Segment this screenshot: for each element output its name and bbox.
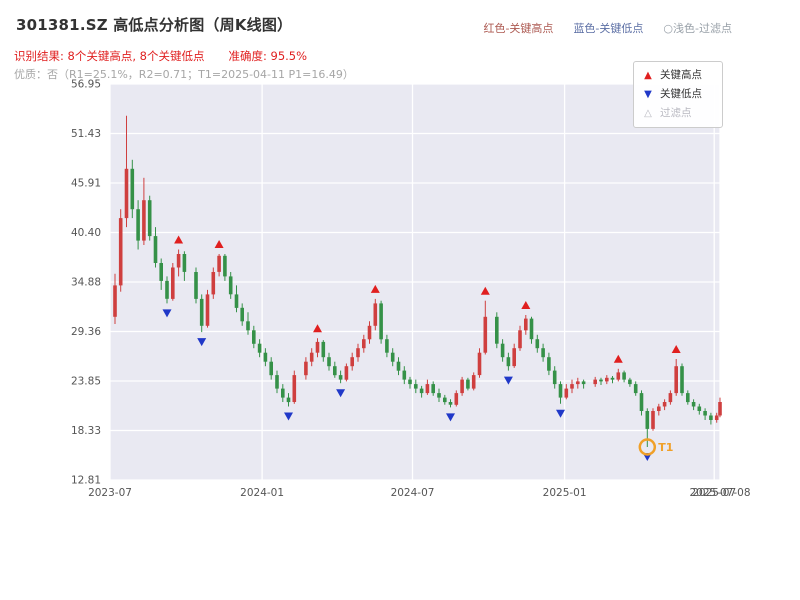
y-tick-label: 40.40 <box>71 227 101 239</box>
header-legend-key-low: 蓝色-关键低点 <box>573 22 644 35</box>
key-high-marker <box>313 324 322 333</box>
key-low-marker <box>197 338 207 347</box>
key-high-marker <box>370 284 380 293</box>
y-tick-label: 45.91 <box>71 178 101 190</box>
key-high-marker <box>214 240 224 248</box>
key-low-markers <box>162 309 652 461</box>
legend-label-key-low: 关键低点 <box>660 88 702 100</box>
key-low-triangle-icon: ▼ <box>644 89 652 100</box>
key-high-marker <box>671 345 681 353</box>
page-title: 301381.SZ 高低点分析图（周K线图） <box>16 16 293 34</box>
key-high-marker <box>613 354 623 363</box>
header-color-legend: 红色-关键高点 蓝色-关键低点 ○浅色-过滤点 <box>483 20 732 36</box>
key-low-marker <box>503 376 513 385</box>
key-low-marker <box>446 413 455 422</box>
t1-marker-circle <box>638 438 657 456</box>
key-high-marker <box>480 286 490 295</box>
y-tick-label: 12.81 <box>71 475 101 487</box>
recognition-result: 识别结果: 8个关键高点, 8个关键低点 准确度: 95.5% <box>14 48 307 64</box>
y-tick-label: 34.88 <box>71 277 101 289</box>
legend-item-key-low: ▼ 关键低点 <box>642 85 714 104</box>
y-tick-label: 18.33 <box>71 425 101 437</box>
key-low-marker <box>556 409 565 418</box>
legend-label-key-high: 关键高点 <box>660 69 702 81</box>
accuracy-value: 准确度: 95.5% <box>228 49 308 63</box>
t1-label: T1 <box>658 441 673 454</box>
legend-item-key-high: ▲ 关键高点 <box>642 66 714 85</box>
y-tick-label: 23.85 <box>71 376 101 388</box>
legend-item-filtered: △ 过滤点 <box>642 104 714 123</box>
key-low-marker <box>162 309 172 318</box>
key-high-markers <box>174 235 681 363</box>
x-tick-label: 2025-01 <box>543 487 587 499</box>
y-tick-label: 56.95 <box>71 79 101 91</box>
recognition-counts: 识别结果: 8个关键高点, 8个关键低点 <box>14 49 205 63</box>
key-low-marker <box>284 412 293 421</box>
legend-label-filtered: 过滤点 <box>660 107 692 119</box>
x-tick-label: 2025-07-08 <box>689 487 750 499</box>
x-tick-label: 2024-07 <box>391 487 435 499</box>
key-low-marker <box>336 389 346 398</box>
header-legend-key-high: 红色-关键高点 <box>483 22 554 35</box>
candles <box>113 115 722 447</box>
x-tick-label: 2024-01 <box>240 487 284 499</box>
key-high-marker <box>521 301 531 309</box>
filtered-triangle-icon: △ <box>644 108 652 119</box>
t1-annotation: T1 <box>638 438 673 456</box>
chart-legend: ▲ 关键高点 ▼ 关键低点 △ 过滤点 <box>633 61 723 128</box>
header-legend-filtered: ○浅色-过滤点 <box>663 22 732 35</box>
y-tick-label: 29.36 <box>71 326 101 338</box>
y-tick-label: 51.43 <box>71 128 101 140</box>
quality-note: 优质：否（R1=25.1%，R2=0.71；T1=2025-04-11 P1=1… <box>14 68 354 81</box>
key-high-triangle-icon: ▲ <box>644 70 652 81</box>
key-high-marker <box>174 235 184 244</box>
x-tick-label: 2025-07 <box>692 487 736 499</box>
x-tick-label: 2023-07 <box>88 487 132 499</box>
